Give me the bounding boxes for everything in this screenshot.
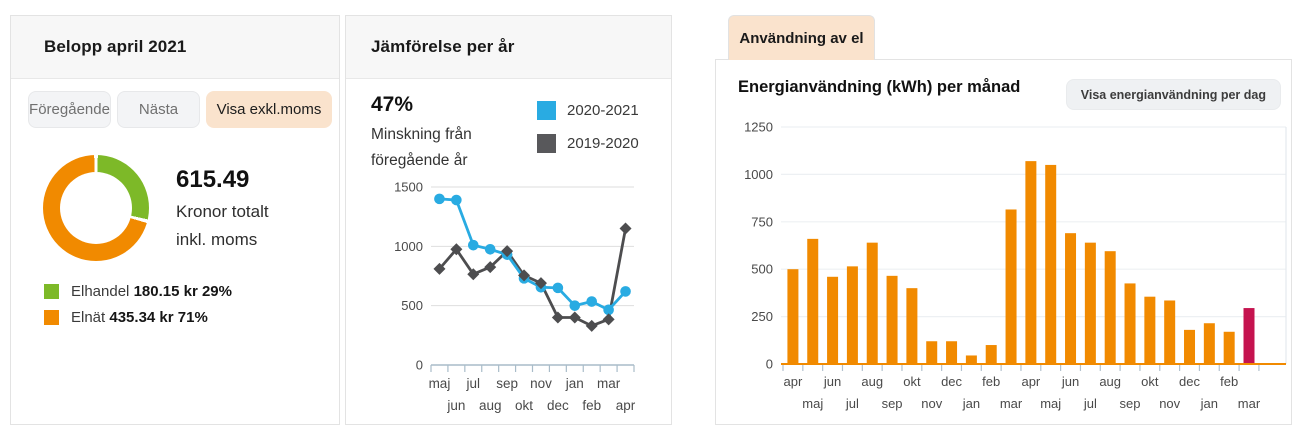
next-button[interactable]: Nästa: [117, 91, 200, 128]
svg-text:aug: aug: [479, 398, 502, 413]
svg-text:jan: jan: [1200, 396, 1218, 411]
svg-text:maj: maj: [802, 396, 823, 411]
legend-item-elnat: Elnät 435.34 kr 71%: [44, 309, 232, 326]
reduction-percent: 47%: [371, 93, 414, 116]
legend-text: Elhandel 180.15 kr 29%: [71, 283, 232, 300]
svg-text:okt: okt: [903, 374, 921, 389]
svg-text:aug: aug: [861, 374, 883, 389]
elhandel-swatch: [44, 284, 59, 299]
svg-text:750: 750: [751, 214, 773, 229]
svg-text:jul: jul: [845, 396, 859, 411]
svg-text:dec: dec: [941, 374, 962, 389]
reduction-caption: Minskning från föregående år: [371, 126, 472, 169]
energy-usage-title: Energianvändning (kWh) per månad: [738, 78, 1021, 96]
svg-text:jun: jun: [823, 374, 841, 389]
toggle-vat-button[interactable]: Visa exkl.moms: [206, 91, 332, 128]
comparison-card-header: Jämförelse per år: [346, 16, 671, 79]
svg-text:sep: sep: [1120, 396, 1141, 411]
svg-text:apr: apr: [1021, 374, 1040, 389]
period-controls: Föregående Nästa Visa exkl.moms: [28, 91, 332, 128]
svg-text:feb: feb: [1220, 374, 1238, 389]
svg-text:dec: dec: [547, 398, 569, 413]
cost-legend: Elhandel 180.15 kr 29% Elnät 435.34 kr 7…: [44, 283, 232, 326]
energy-usage-card: Energianvändning (kWh) per månad Visa en…: [715, 59, 1292, 425]
svg-text:jun: jun: [1061, 374, 1079, 389]
svg-text:sep: sep: [882, 396, 903, 411]
show-daily-usage-button[interactable]: Visa energianvändning per dag: [1065, 79, 1281, 110]
svg-text:okt: okt: [515, 398, 533, 413]
total-caption-line1: Kronor totalt: [176, 202, 269, 221]
svg-text:feb: feb: [582, 398, 601, 413]
tab-anvandning-av-el[interactable]: Användning av el: [728, 15, 875, 60]
svg-text:maj: maj: [429, 376, 451, 391]
previous-button[interactable]: Föregående: [28, 91, 111, 128]
svg-text:feb: feb: [982, 374, 1000, 389]
svg-text:jul: jul: [1083, 396, 1097, 411]
legend-text: Elnät 435.34 kr 71%: [71, 309, 208, 326]
legend-item-elhandel: Elhandel 180.15 kr 29%: [44, 283, 232, 300]
svg-text:aug: aug: [1099, 374, 1121, 389]
energy-usage-bar-chart: 0 250 500 750 1000 1250 apr maj jun jul aug sep okt n…: [716, 60, 1291, 424]
svg-text:1000: 1000: [394, 239, 423, 254]
svg-text:mar: mar: [1238, 396, 1261, 411]
svg-text:jan: jan: [565, 376, 584, 391]
svg-text:1250: 1250: [744, 120, 773, 135]
comparison-card: Jämförelse per år 47% Minskning från före…: [345, 15, 672, 425]
svg-text:0: 0: [416, 358, 423, 373]
total-caption-line2: inkl. moms: [176, 230, 258, 249]
svg-text:mar: mar: [597, 376, 621, 391]
year1-swatch: [537, 101, 556, 120]
svg-text:1500: 1500: [394, 180, 423, 195]
year2-swatch: [537, 134, 556, 153]
svg-text:jan: jan: [962, 396, 980, 411]
legend-item-2019-2020: 2019-2020: [537, 134, 639, 153]
svg-text:jun: jun: [446, 398, 465, 413]
svg-text:maj: maj: [1040, 396, 1061, 411]
amount-card-header: Belopp april 2021: [11, 16, 339, 79]
year-comparison-line-chart: 1500 1000 500 0 maj jun jul aug sep okt nov dec jan f…: [346, 16, 671, 424]
svg-text:nov: nov: [1159, 396, 1180, 411]
svg-text:500: 500: [401, 298, 423, 313]
amount-card: Belopp april 2021 Föregående Nästa Visa …: [10, 15, 340, 425]
comparison-card-title: Jämförelse per år: [371, 37, 515, 56]
svg-text:apr: apr: [784, 374, 803, 389]
svg-text:dec: dec: [1179, 374, 1200, 389]
svg-text:okt: okt: [1141, 374, 1159, 389]
svg-text:sep: sep: [496, 376, 518, 391]
svg-text:500: 500: [751, 262, 773, 277]
svg-text:0: 0: [766, 357, 773, 372]
year-legend: 2020-2021 2019-2020: [537, 101, 639, 153]
svg-text:jul: jul: [466, 376, 481, 391]
svg-text:nov: nov: [921, 396, 942, 411]
elnat-swatch: [44, 310, 59, 325]
svg-text:mar: mar: [1000, 396, 1023, 411]
svg-text:250: 250: [751, 309, 773, 324]
svg-text:nov: nov: [530, 376, 552, 391]
total-amount: 615.49: [176, 166, 250, 193]
svg-text:apr: apr: [616, 398, 636, 413]
svg-text:1000: 1000: [744, 167, 773, 182]
cost-donut-chart: [43, 155, 149, 261]
legend-item-2020-2021: 2020-2021: [537, 101, 639, 120]
amount-card-title: Belopp april 2021: [44, 37, 187, 56]
